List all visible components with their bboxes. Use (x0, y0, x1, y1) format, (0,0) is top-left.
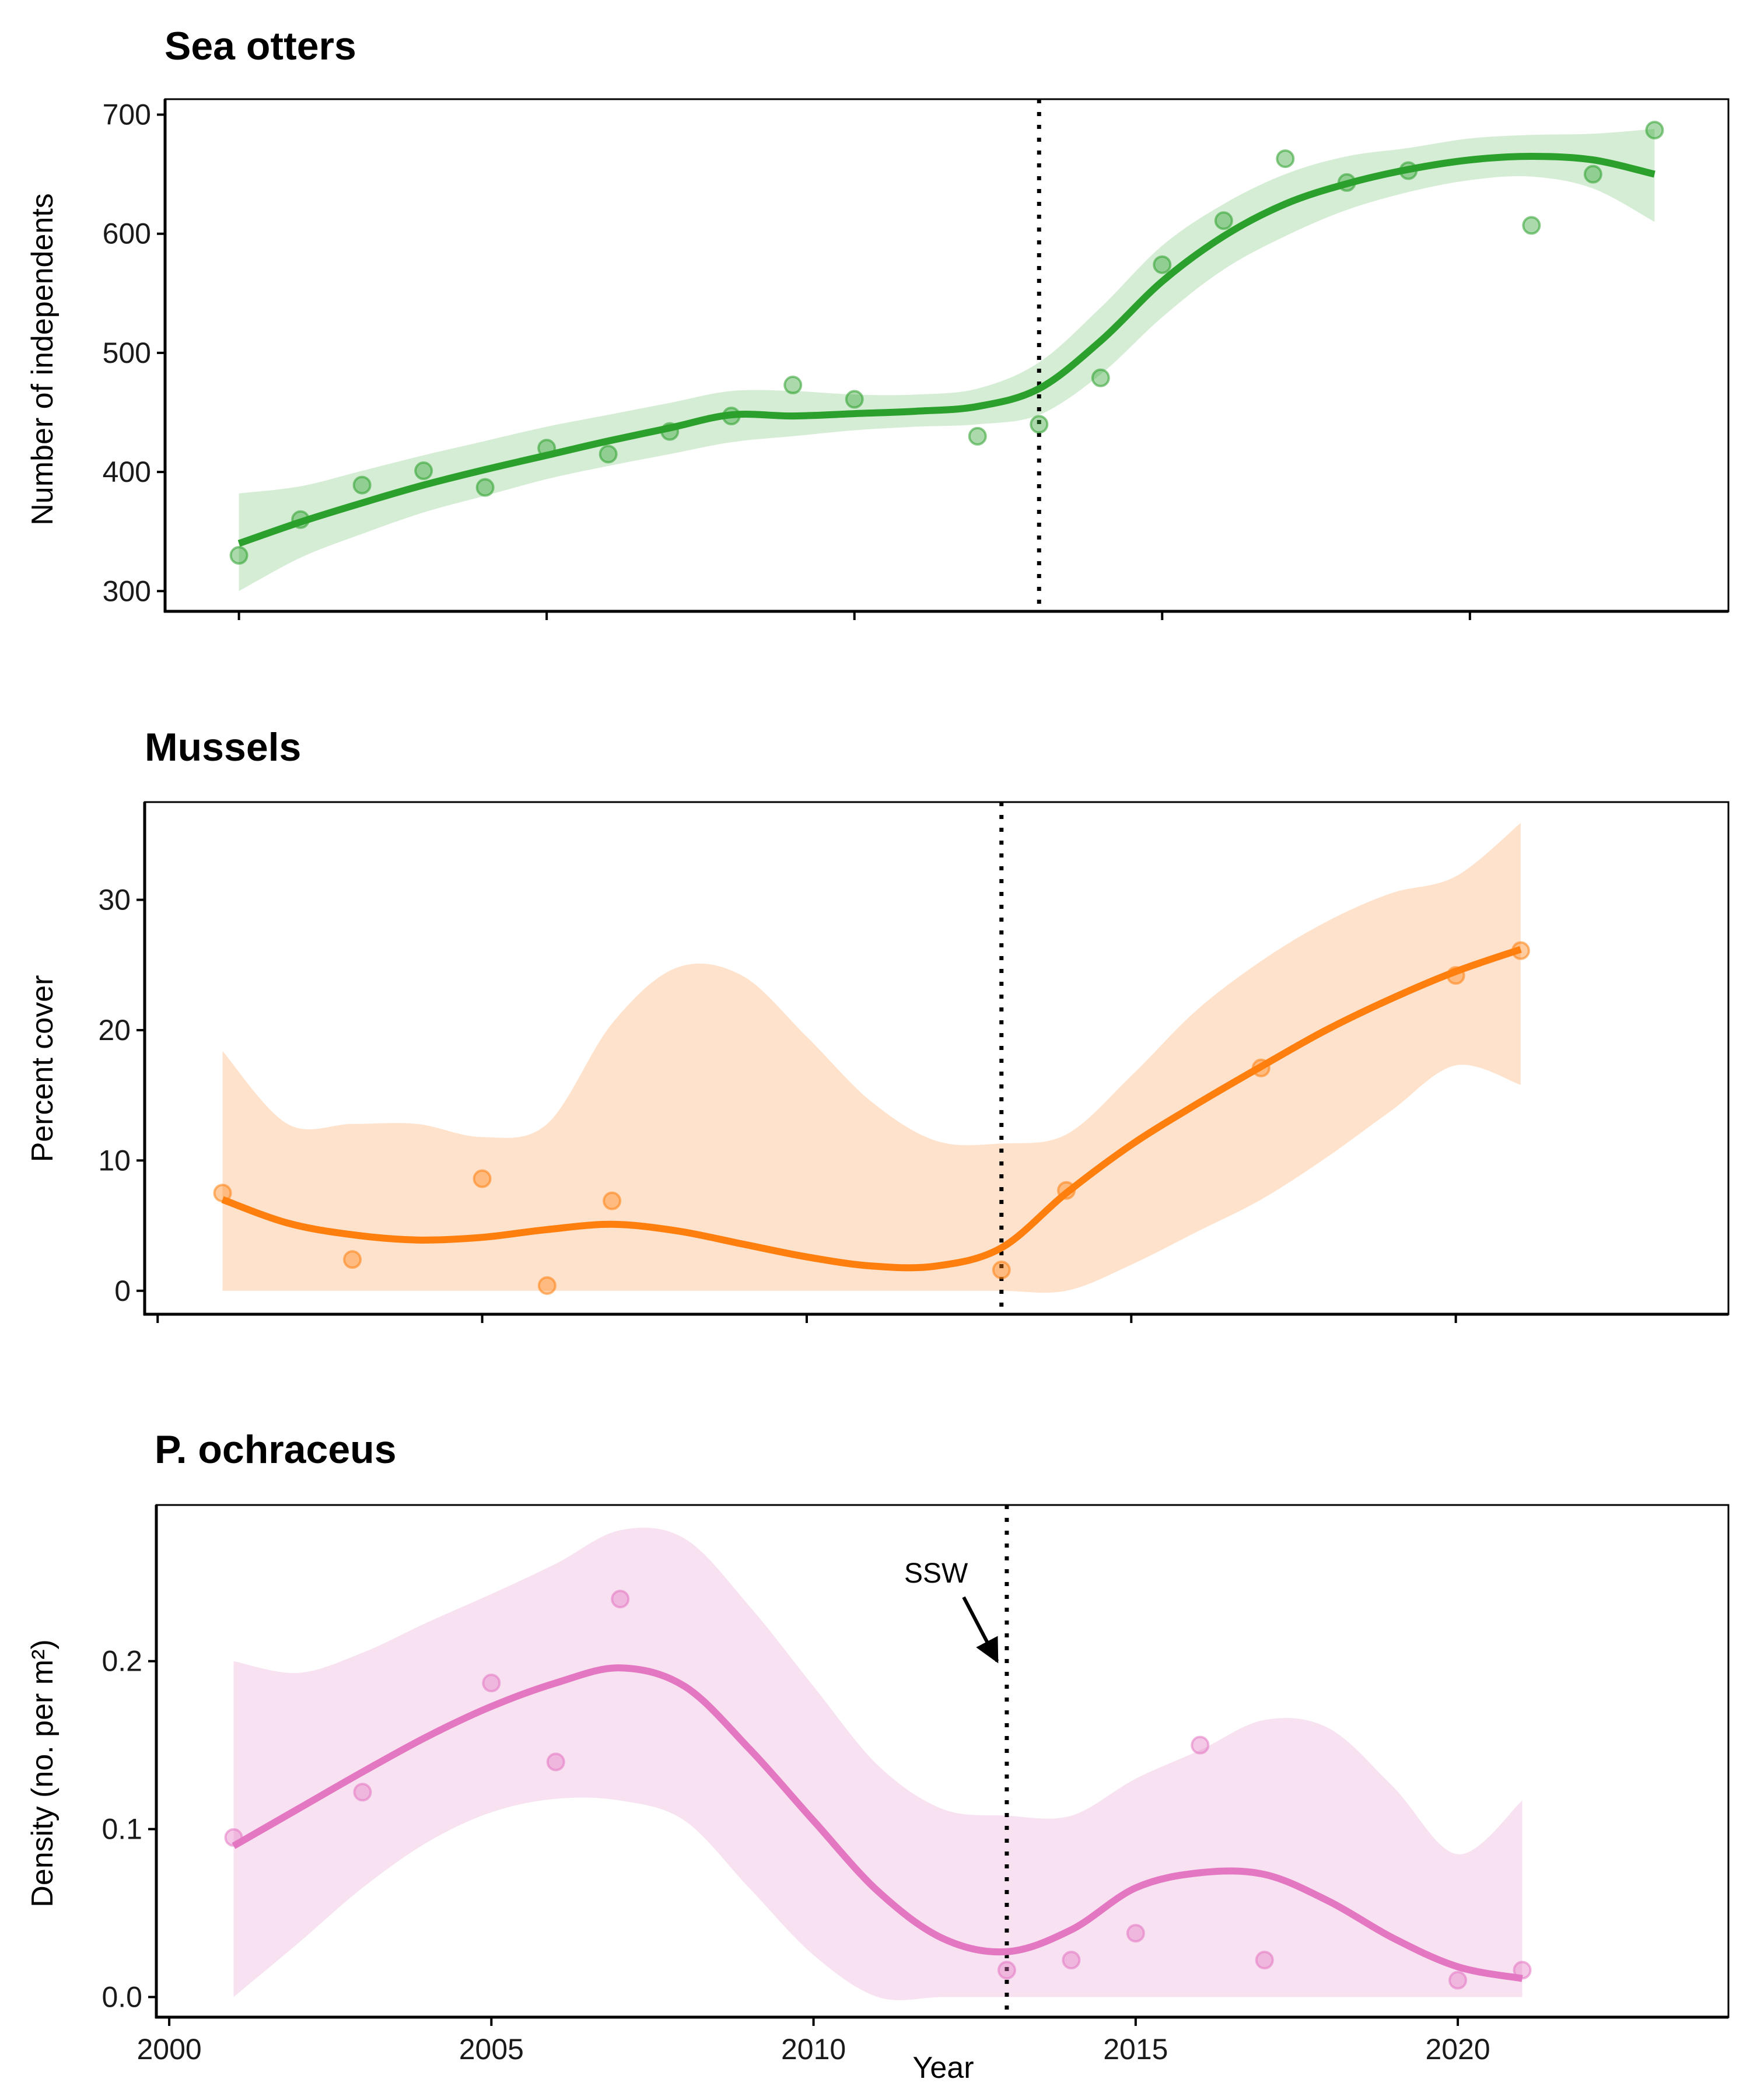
data-point (224, 1828, 243, 1847)
fit-line (221, 946, 1522, 1272)
panel-title: Sea otters (164, 24, 356, 68)
confidence-band (239, 129, 1655, 592)
axes-layer: 0.0 0.1 0.2 2000 2005 2010 2015 2020 (102, 1505, 1728, 2066)
fit-line-layer (232, 1664, 1523, 1982)
data-point (414, 461, 433, 481)
y-axis-title: Number of independents (26, 193, 60, 526)
y-axis-title: Percent cover (26, 975, 60, 1163)
ssw-annotation-arrow (962, 1596, 999, 1664)
data-point (546, 1752, 565, 1772)
data-point (1448, 1971, 1468, 1990)
data-point (598, 444, 618, 464)
data-point (475, 478, 495, 497)
data-point (1511, 941, 1530, 960)
x-tick-label: 2005 (459, 2033, 524, 2066)
y-tick-label: 0.0 (102, 1980, 142, 2013)
confidence-band (233, 1527, 1522, 2000)
y-tick-label: 300 (103, 575, 151, 607)
y-tick-label: 0 (114, 1275, 131, 1307)
y-tick-label: 400 (103, 456, 151, 488)
data-point (1251, 1058, 1270, 1077)
data-point (845, 390, 864, 409)
data-point (473, 1169, 492, 1188)
y-tick-label: 30 (98, 884, 131, 916)
confidence-band-layer (222, 822, 1521, 1293)
data-point (229, 546, 249, 565)
confidence-band-layer (233, 1527, 1522, 2000)
data-point (1522, 216, 1541, 235)
data-point (1446, 966, 1465, 985)
y-tick-label: 0.2 (102, 1645, 142, 1678)
data-point (968, 426, 987, 446)
data-point (1513, 1961, 1532, 1980)
x-tick-label: 2015 (1103, 2033, 1168, 2066)
fit-line-layer (237, 153, 1656, 547)
y-tick-label: 700 (103, 99, 151, 131)
panel-sea-otters: Sea otters Number of independents 300 400… (26, 24, 1730, 620)
y-tick-label: 10 (98, 1144, 131, 1177)
data-point (992, 1261, 1011, 1280)
data-point (603, 1191, 622, 1210)
panel-mussels: Mussels Percent cover 0 10 20 30 (26, 725, 1730, 1323)
data-point (1399, 161, 1418, 180)
data-point (537, 439, 556, 458)
fit-line (237, 153, 1656, 547)
x-tick-label: 2020 (1425, 2033, 1490, 2066)
y-axis-title: Density (no. per m²) (26, 1639, 60, 1907)
data-points-layer (224, 1590, 1532, 1990)
y-tick-label: 0.1 (102, 1813, 142, 1846)
data-point (291, 510, 310, 529)
data-point (1214, 211, 1233, 230)
x-axis-title: Year (912, 2051, 974, 2085)
confidence-band (222, 822, 1521, 1293)
data-point (352, 475, 372, 495)
data-point (1030, 415, 1049, 434)
data-point (1057, 1181, 1076, 1200)
data-point (482, 1674, 501, 1693)
data-point (722, 407, 741, 426)
x-tick-label: 2010 (781, 2033, 846, 2066)
data-point (1191, 1735, 1210, 1755)
data-point (213, 1184, 232, 1203)
x-tick-label: 2000 (136, 2033, 201, 2066)
y-tick-label: 600 (103, 218, 151, 250)
data-point (1276, 149, 1295, 169)
data-point (660, 422, 680, 441)
data-point (611, 1590, 630, 1609)
panel-p-ochraceus: P. ochraceus Density (no. per m²) Year 0… (26, 1427, 1730, 2085)
ssw-annotation-label: SSW (904, 1558, 968, 1589)
confidence-band-layer (239, 129, 1655, 592)
y-tick-label: 20 (98, 1014, 131, 1046)
data-point (783, 376, 803, 395)
axes-layer: 300 400 500 600 700 (103, 99, 1728, 620)
axes-layer: 0 10 20 30 (98, 802, 1728, 1323)
data-point (1091, 368, 1110, 387)
fit-line-layer (221, 946, 1522, 1272)
data-point (537, 1276, 556, 1295)
data-point (343, 1250, 362, 1269)
data-point (997, 1961, 1016, 1980)
y-tick-label: 500 (103, 337, 151, 369)
data-point (353, 1783, 372, 1802)
data-points-layer (229, 121, 1664, 565)
data-point (1583, 164, 1602, 184)
data-point (1255, 1951, 1274, 1970)
fit-line (232, 1664, 1523, 1982)
data-point (1337, 173, 1356, 192)
panel-title: P. ochraceus (155, 1427, 397, 1472)
data-point (1153, 255, 1172, 274)
data-point (1062, 1951, 1081, 1970)
panel-title: Mussels (145, 725, 301, 769)
data-point (1126, 1924, 1145, 1943)
data-points-layer (213, 941, 1530, 1295)
data-point (1645, 121, 1664, 140)
